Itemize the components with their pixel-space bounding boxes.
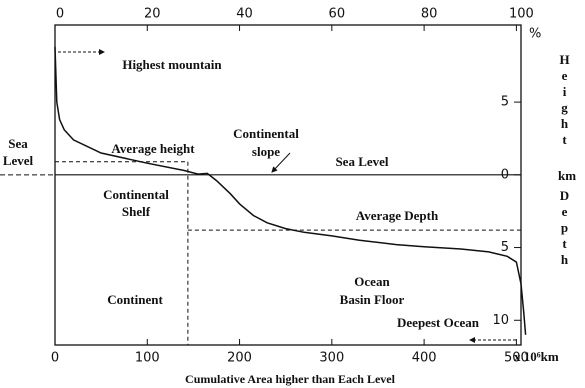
- y-tick-label: 5: [501, 240, 509, 255]
- annotation: Sea Level: [3, 136, 34, 168]
- annotation-line: Sea: [8, 136, 28, 151]
- y-axis-title-top: Height: [557, 52, 572, 148]
- x-tick-label: 0: [51, 351, 59, 366]
- annotation: Continent: [107, 292, 163, 307]
- annotation: Highest mountain: [122, 57, 222, 72]
- x-tick-label: 500: [504, 351, 529, 366]
- x2-tick-label: 100: [509, 7, 534, 22]
- x-tick-label: 400: [412, 351, 437, 366]
- x-tick-label: 200: [227, 351, 252, 366]
- plot-frame: [54, 24, 522, 346]
- x-axis-title: Cumulative Area higher than Each Level: [185, 372, 396, 386]
- annotation: Continental slope: [233, 126, 299, 159]
- y-axis-title-bottom: Depth: [557, 188, 572, 268]
- y-axis-unit: km: [558, 168, 576, 183]
- x2-tick-label: 60: [329, 7, 346, 22]
- x-tick-label: 300: [319, 351, 344, 366]
- annotation-line: Ocean: [354, 274, 390, 289]
- annotation-line: Shelf: [122, 204, 151, 219]
- curve: [54, 46, 527, 335]
- y-tick-label: 10: [492, 313, 509, 328]
- annotation-line: Continental: [233, 126, 299, 141]
- x-tick-label: 100: [135, 351, 160, 366]
- annotation-line: Continental: [103, 187, 169, 202]
- annotation: Sea Level: [335, 154, 388, 169]
- annotation: Average height: [111, 141, 195, 156]
- x-unit: x 10⁶km: [514, 349, 559, 364]
- x2-tick-label: 20: [144, 7, 161, 22]
- annotation: Continental Shelf: [103, 187, 169, 219]
- annotation: Average Depth: [356, 208, 439, 223]
- annotation: Ocean Basin Floor: [340, 274, 405, 307]
- x2-tick-label: 0: [56, 7, 64, 22]
- x2-tick-label: 80: [421, 7, 438, 22]
- slope-arrow: [271, 152, 291, 173]
- annotation-line: Level: [3, 153, 34, 168]
- annotation: Deepest Ocean: [397, 315, 480, 330]
- x2-unit: %: [529, 27, 541, 42]
- x2-tick-label: 40: [236, 7, 253, 22]
- y-tick-label: 5: [501, 95, 509, 110]
- annotation-line: slope: [252, 144, 280, 159]
- annotation-line: Basin Floor: [340, 292, 405, 307]
